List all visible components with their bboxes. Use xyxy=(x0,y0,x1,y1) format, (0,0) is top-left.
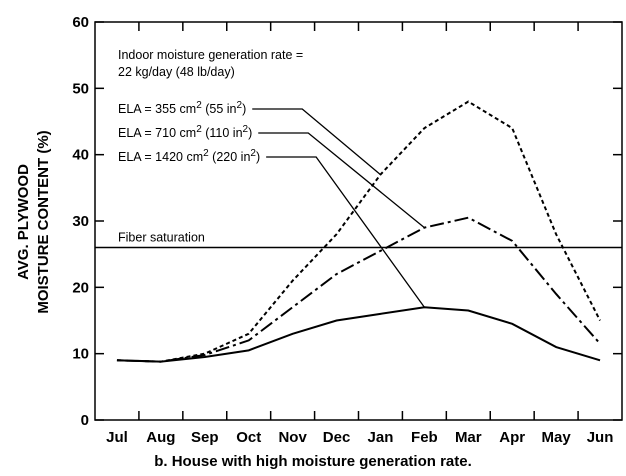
x-tick-label: Jul xyxy=(106,429,128,446)
annotation: 22 kg/day (48 lb/day) xyxy=(118,65,235,79)
label-part: 2 xyxy=(203,148,209,159)
label-part: ELA = 1420 cm xyxy=(118,150,203,164)
label-part: (55 in xyxy=(202,102,237,116)
y-axis-label: AVG. PLYWOOD xyxy=(15,164,32,280)
label-part: 2 xyxy=(237,100,243,111)
x-tick-label: Oct xyxy=(236,429,261,446)
leader-line xyxy=(258,132,425,229)
x-tick-label: Dec xyxy=(323,429,351,446)
y-tick-label: 30 xyxy=(72,213,89,230)
leader-line xyxy=(266,156,425,308)
label-part: 2 xyxy=(196,124,202,135)
x-tick-label: Aug xyxy=(146,429,175,446)
x-tick-label: Jun xyxy=(587,429,614,446)
label-part: ELA = 355 cm xyxy=(118,102,196,116)
label-part: ) xyxy=(256,150,260,164)
y-tick-label: 0 xyxy=(81,412,89,429)
x-tick-label: Nov xyxy=(278,429,307,446)
x-tick-label: May xyxy=(542,429,572,446)
label-part: ) xyxy=(248,126,252,140)
y-axis-label: MOISTURE CONTENT (%) xyxy=(35,130,52,313)
series-line xyxy=(116,216,601,363)
y-tick-label: 60 xyxy=(72,14,89,31)
caption: b. House with high moisture generation r… xyxy=(154,453,472,470)
y-tick-label: 40 xyxy=(72,147,89,164)
x-tick-label: Sep xyxy=(191,429,219,446)
series-label: ELA = 1420 cm2 (220 in2) xyxy=(118,148,260,164)
label-part: 2 xyxy=(250,148,256,159)
label-part: 2 xyxy=(196,100,202,111)
y-tick-label: 20 xyxy=(72,279,89,296)
x-tick-label: Feb xyxy=(411,429,438,446)
label-part: (220 in xyxy=(209,150,251,164)
x-tick-label: Jan xyxy=(368,429,394,446)
series-label: ELA = 710 cm2 (110 in2) xyxy=(118,124,252,140)
y-tick-label: 10 xyxy=(72,346,89,363)
label-part: ) xyxy=(242,102,246,116)
leader-line xyxy=(252,108,381,176)
annotation: Indoor moisture generation rate = xyxy=(118,48,303,62)
reference-label: Fiber saturation xyxy=(118,231,205,245)
x-tick-label: Apr xyxy=(499,429,525,446)
label-part: ELA = 710 cm xyxy=(118,126,196,140)
label-part: (110 in xyxy=(202,126,243,140)
x-tick-label: Mar xyxy=(455,429,482,446)
series-line xyxy=(116,306,601,363)
label-part: 2 xyxy=(243,124,249,135)
y-tick-label: 50 xyxy=(72,80,89,97)
series-label: ELA = 355 cm2 (55 in2) xyxy=(118,100,246,116)
